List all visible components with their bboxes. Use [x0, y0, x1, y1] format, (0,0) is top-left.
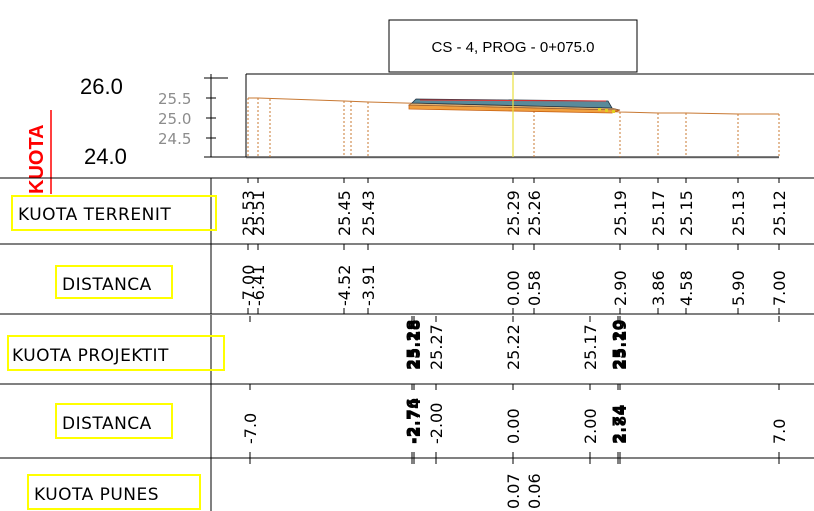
design-offset-value: 2.84 [611, 405, 630, 444]
design-offset-value: -2.74 [405, 398, 424, 444]
terrain-offset-value: 0.00 [504, 270, 523, 306]
distance2-label-frame [55, 403, 173, 439]
distance2-row-label: DISTANCA [62, 414, 152, 434]
design-row-label: KUOTA PROJEKTIT [12, 346, 169, 366]
design-offset-value: 2.00 [581, 408, 600, 444]
terrain-elevation-value: 25.17 [649, 190, 668, 236]
terrain-label-frame [11, 195, 217, 231]
works-row-label: KUOTA PUNES [34, 485, 159, 505]
works-label-frame [27, 474, 201, 510]
design-offset-value: -7.0 [241, 413, 260, 444]
title-box [388, 19, 638, 73]
design-elevation-value: 25.28 [403, 319, 422, 370]
works-elevation-value: 0.06 [525, 473, 544, 509]
terrain-offset-value: 2.90 [611, 270, 630, 306]
distance-label-frame [55, 265, 173, 299]
terrain-elevation-value: 25.12 [770, 190, 789, 236]
terrain-offset-value: -4.52 [335, 265, 354, 306]
design-elevation-value: 25.17 [581, 324, 600, 370]
terrain-offset-value: 4.58 [677, 270, 696, 306]
elevation-minor-3: 24.5 [158, 130, 191, 148]
design-elevation-value: 25.22 [504, 324, 523, 370]
terrain-elevation-value: 25.15 [677, 190, 696, 236]
terrain-elevation-value: 25.29 [504, 190, 523, 236]
design-label-frame [7, 335, 225, 371]
elevation-major-top: 26.0 [80, 74, 123, 99]
terrain-offset-value: -6.41 [249, 265, 268, 306]
section-title: CS - 4, PROG - 0+075.0 [432, 39, 595, 56]
terrain-offset-value: 0.58 [525, 270, 544, 306]
design-elevation-value: 25.20 [609, 319, 628, 370]
terrain-offset-value: 3.86 [649, 270, 668, 306]
terrain-elevation-value: 25.51 [249, 190, 268, 236]
terrain-offset-value: 7.00 [770, 270, 789, 306]
elevation-major-bottom: 24.0 [84, 144, 127, 169]
design-offset-value: -2.76 [403, 398, 422, 444]
road-markers [598, 108, 615, 113]
terrain-row-label: KUOTA TERRENIT [18, 205, 171, 225]
terrain-elevation-value: 25.19 [611, 190, 630, 236]
design-offset-value: 7.0 [770, 419, 789, 444]
elevation-scale [204, 74, 246, 158]
elevation-axis-label: KUOTA [26, 124, 48, 194]
distance-row-label: DISTANCA [62, 275, 152, 295]
design-elevation-value: 25.18 [405, 319, 424, 370]
terrain-elevation-value: 25.53 [239, 190, 258, 236]
elevation-minor-2: 25.0 [158, 110, 191, 128]
design-offset-value: -2.00 [427, 403, 446, 444]
table-grid [0, 177, 814, 511]
terrain-offset-value: -3.91 [359, 265, 378, 306]
terrain-elevation-value: 25.26 [525, 190, 544, 236]
terrain-elevation-value: 25.45 [335, 190, 354, 236]
design-elevation-value: 25.19 [611, 319, 630, 370]
elevation-minor-1: 25.5 [158, 90, 191, 108]
terrain-elevation-value: 25.13 [729, 190, 748, 236]
terrain-elevation-value: 25.43 [359, 190, 378, 236]
terrain-offset-value: -7.00 [239, 265, 258, 306]
design-offset-value: 0.00 [504, 408, 523, 444]
design-offset-value: 2.74 [609, 405, 628, 444]
works-elevation-value: 0.07 [504, 473, 523, 509]
terrain-offset-value: 5.90 [729, 270, 748, 306]
design-elevation-value: 25.27 [427, 324, 446, 370]
